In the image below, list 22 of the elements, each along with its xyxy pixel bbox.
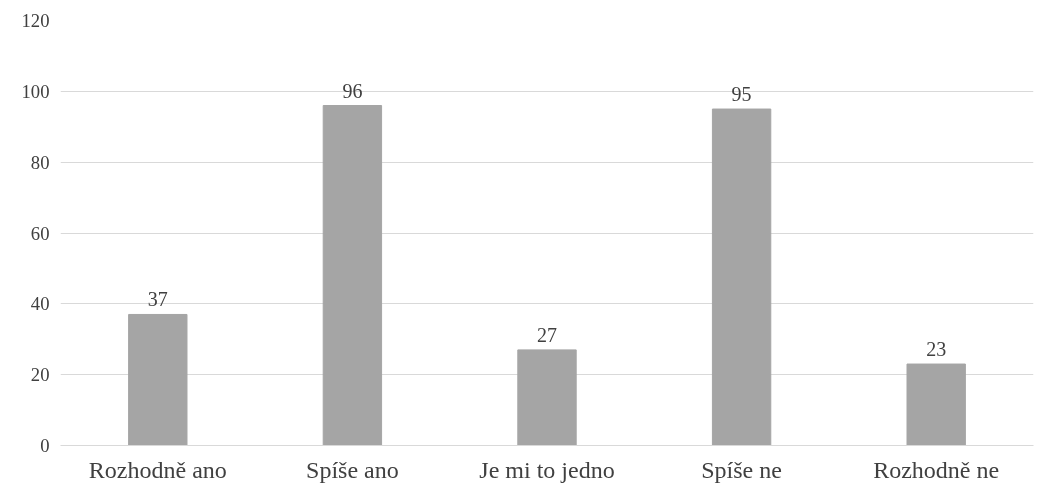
data-label: 23: [926, 338, 947, 361]
y-tick-label: 60: [30, 222, 50, 244]
data-label: 96: [342, 79, 363, 102]
bar: [711, 108, 772, 446]
y-tick-label: 20: [30, 364, 50, 386]
y-tick-label: 40: [30, 293, 50, 315]
bar: [322, 105, 383, 446]
x-tick-label: Rozhodně ne: [873, 456, 1000, 483]
bar: [517, 349, 577, 446]
bar: [128, 313, 188, 446]
x-tick-label: Je mi to jedno: [479, 456, 615, 483]
x-tick-label: Spíše ano: [306, 456, 399, 483]
bar: [906, 363, 966, 446]
x-tick-label: Rozhodně ano: [88, 456, 227, 483]
y-tick-label: 0: [40, 435, 50, 456]
y-tick-label: 100: [21, 80, 50, 102]
data-label: 95: [731, 83, 752, 106]
data-label: 27: [537, 323, 557, 346]
data-label: 37: [147, 288, 168, 311]
x-tick-label: Spíše ne: [701, 456, 782, 483]
y-tick-label: 120: [21, 10, 50, 31]
y-tick-label: 80: [30, 151, 50, 173]
